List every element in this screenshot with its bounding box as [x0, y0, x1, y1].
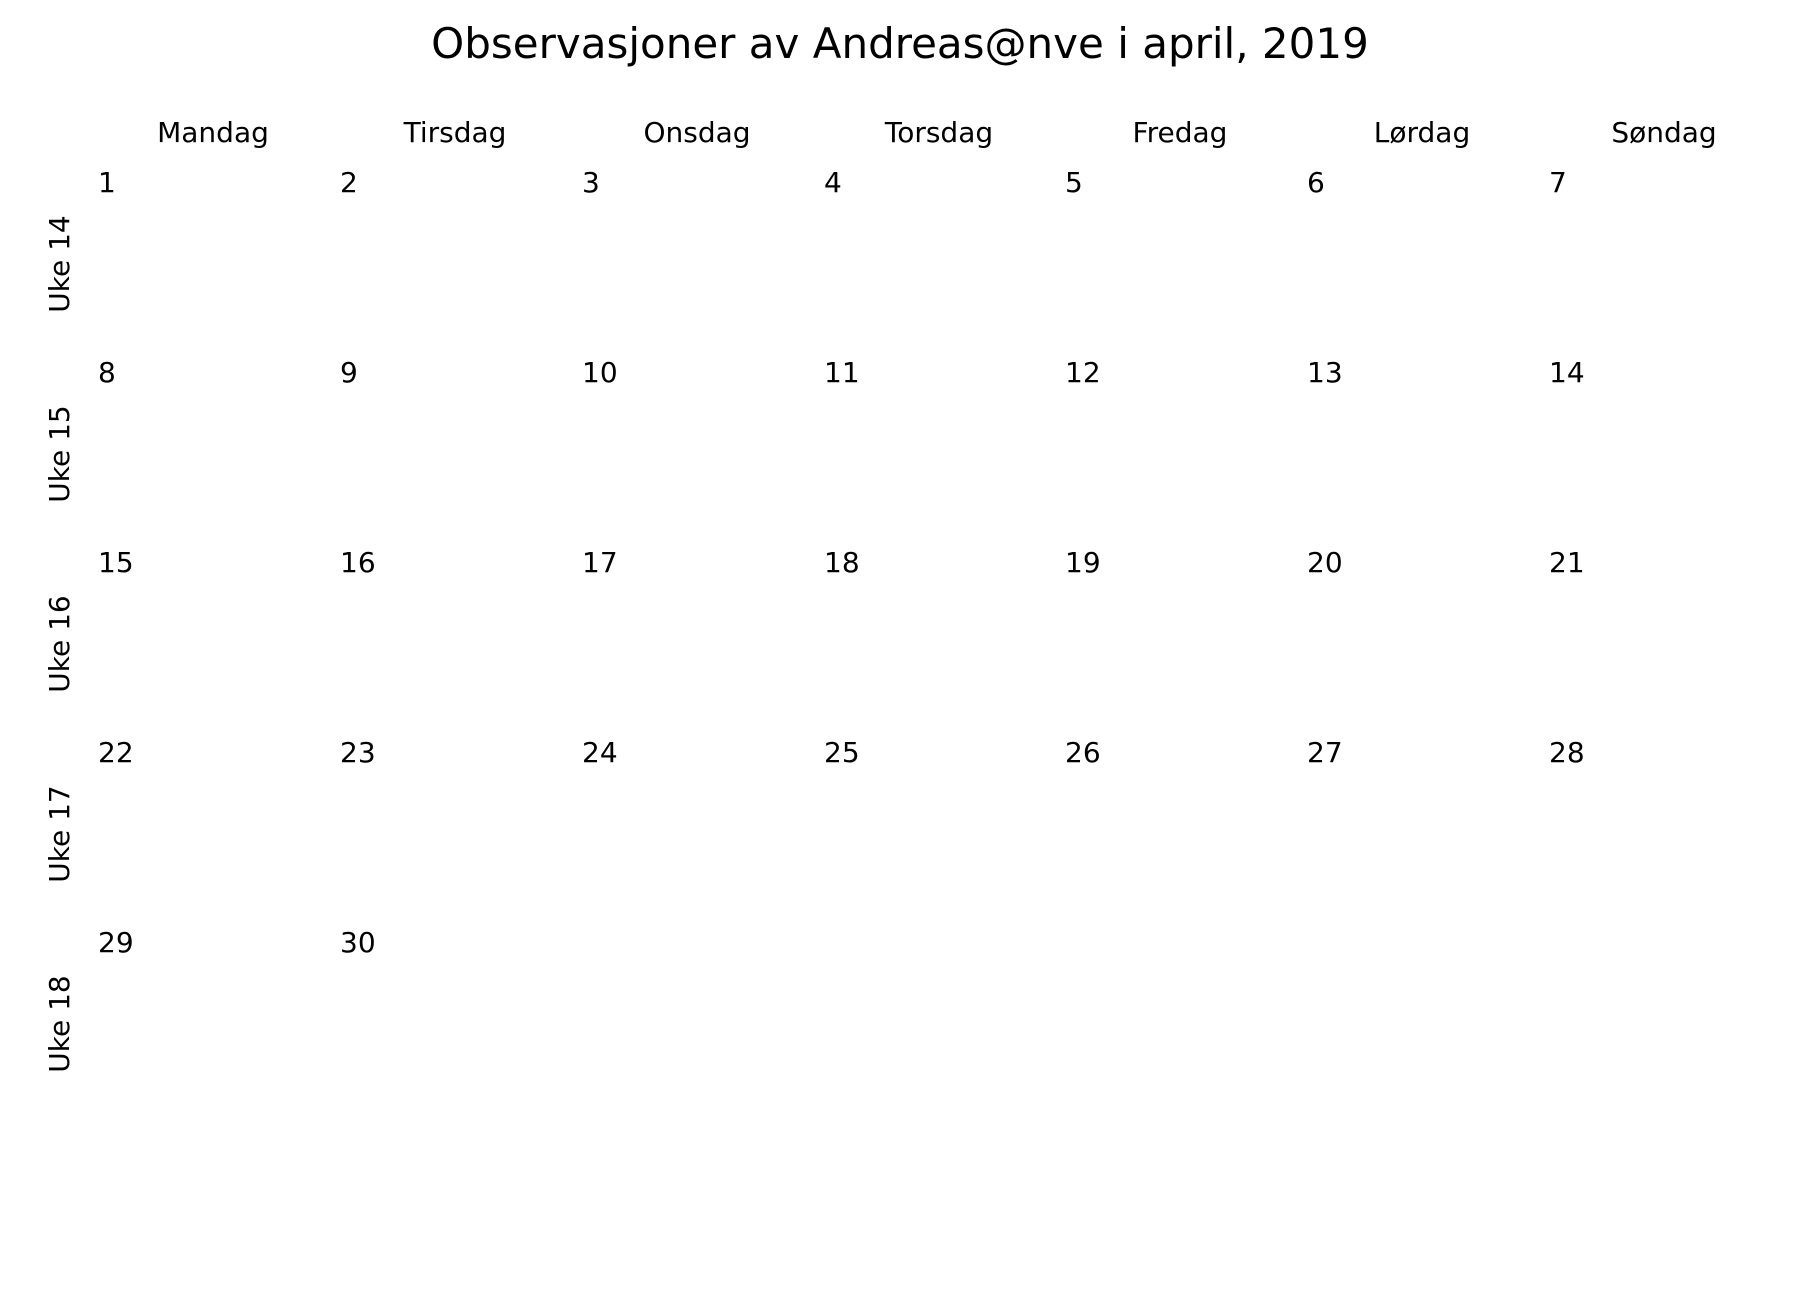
day-cell	[582, 926, 822, 1116]
day-cell: 27	[1307, 736, 1547, 926]
day-cell: 23	[340, 736, 580, 926]
day-cell: 8	[98, 356, 338, 546]
day-cell	[1307, 926, 1547, 1116]
week-label: Uke 14	[43, 215, 76, 313]
day-number: 7	[1549, 166, 1567, 199]
day-cell: 14	[1549, 356, 1789, 546]
day-cell: 18	[824, 546, 1064, 736]
day-cell: 21	[1549, 546, 1789, 736]
weekday-header-7: Søndag	[1611, 116, 1717, 149]
day-number: 18	[824, 546, 860, 579]
day-cell: 28	[1549, 736, 1789, 926]
week-label: Uke 18	[43, 975, 76, 1073]
week-label: Uke 16	[43, 595, 76, 693]
day-cell: 11	[824, 356, 1064, 546]
day-number: 11	[824, 356, 860, 389]
day-number: 24	[582, 736, 618, 769]
day-number: 17	[582, 546, 618, 579]
day-cell: 13	[1307, 356, 1547, 546]
day-number: 6	[1307, 166, 1325, 199]
day-cell: 9	[340, 356, 580, 546]
day-cell	[824, 926, 1064, 1116]
weekday-header-5: Fredag	[1132, 116, 1228, 149]
day-cell: 3	[582, 166, 822, 356]
day-cell: 10	[582, 356, 822, 546]
day-number: 5	[1065, 166, 1083, 199]
day-number: 29	[98, 926, 134, 959]
day-number: 1	[98, 166, 116, 199]
day-cell: 17	[582, 546, 822, 736]
day-number: 4	[824, 166, 842, 199]
day-cell: 1	[98, 166, 338, 356]
weekday-header-4: Torsdag	[884, 116, 994, 149]
day-cell: 6	[1307, 166, 1547, 356]
day-number: 20	[1307, 546, 1343, 579]
weekday-header-6: Lørdag	[1373, 116, 1471, 149]
day-number: 30	[340, 926, 376, 959]
day-number: 19	[1065, 546, 1101, 579]
day-number: 13	[1307, 356, 1343, 389]
day-cell: 19	[1065, 546, 1305, 736]
day-cell	[1549, 926, 1789, 1116]
day-number: 23	[340, 736, 376, 769]
day-number: 12	[1065, 356, 1101, 389]
day-cell: 20	[1307, 546, 1547, 736]
day-cell: 25	[824, 736, 1064, 926]
day-number: 3	[582, 166, 600, 199]
day-number: 2	[340, 166, 358, 199]
week-label: Uke 15	[43, 405, 76, 503]
day-number: 27	[1307, 736, 1343, 769]
day-cell: 15	[98, 546, 338, 736]
day-number: 10	[582, 356, 618, 389]
weekday-header-1: Mandag	[157, 116, 269, 149]
day-cell: 7	[1549, 166, 1789, 356]
day-number: 14	[1549, 356, 1585, 389]
day-cell: 16	[340, 546, 580, 736]
day-number: 21	[1549, 546, 1585, 579]
day-cell: 4	[824, 166, 1064, 356]
day-number: 15	[98, 546, 134, 579]
week-label: Uke 17	[43, 785, 76, 883]
day-number: 25	[824, 736, 860, 769]
day-number: 28	[1549, 736, 1585, 769]
day-number: 26	[1065, 736, 1101, 769]
day-cell: 26	[1065, 736, 1305, 926]
day-cell	[1065, 926, 1305, 1116]
day-cell: 22	[98, 736, 338, 926]
weekday-header-2: Tirsdag	[403, 116, 507, 149]
day-cell: 12	[1065, 356, 1305, 546]
day-cell: 5	[1065, 166, 1305, 356]
day-cell: 29	[98, 926, 338, 1116]
day-cell: 24	[582, 736, 822, 926]
day-number: 9	[340, 356, 358, 389]
day-number: 16	[340, 546, 376, 579]
day-number: 8	[98, 356, 116, 389]
calendar-title: Observasjoner av Andreas@nve i april, 20…	[431, 19, 1369, 68]
weekday-header-3: Onsdag	[643, 116, 751, 149]
day-number: 22	[98, 736, 134, 769]
day-cell: 30	[340, 926, 580, 1116]
day-cell: 2	[340, 166, 580, 356]
